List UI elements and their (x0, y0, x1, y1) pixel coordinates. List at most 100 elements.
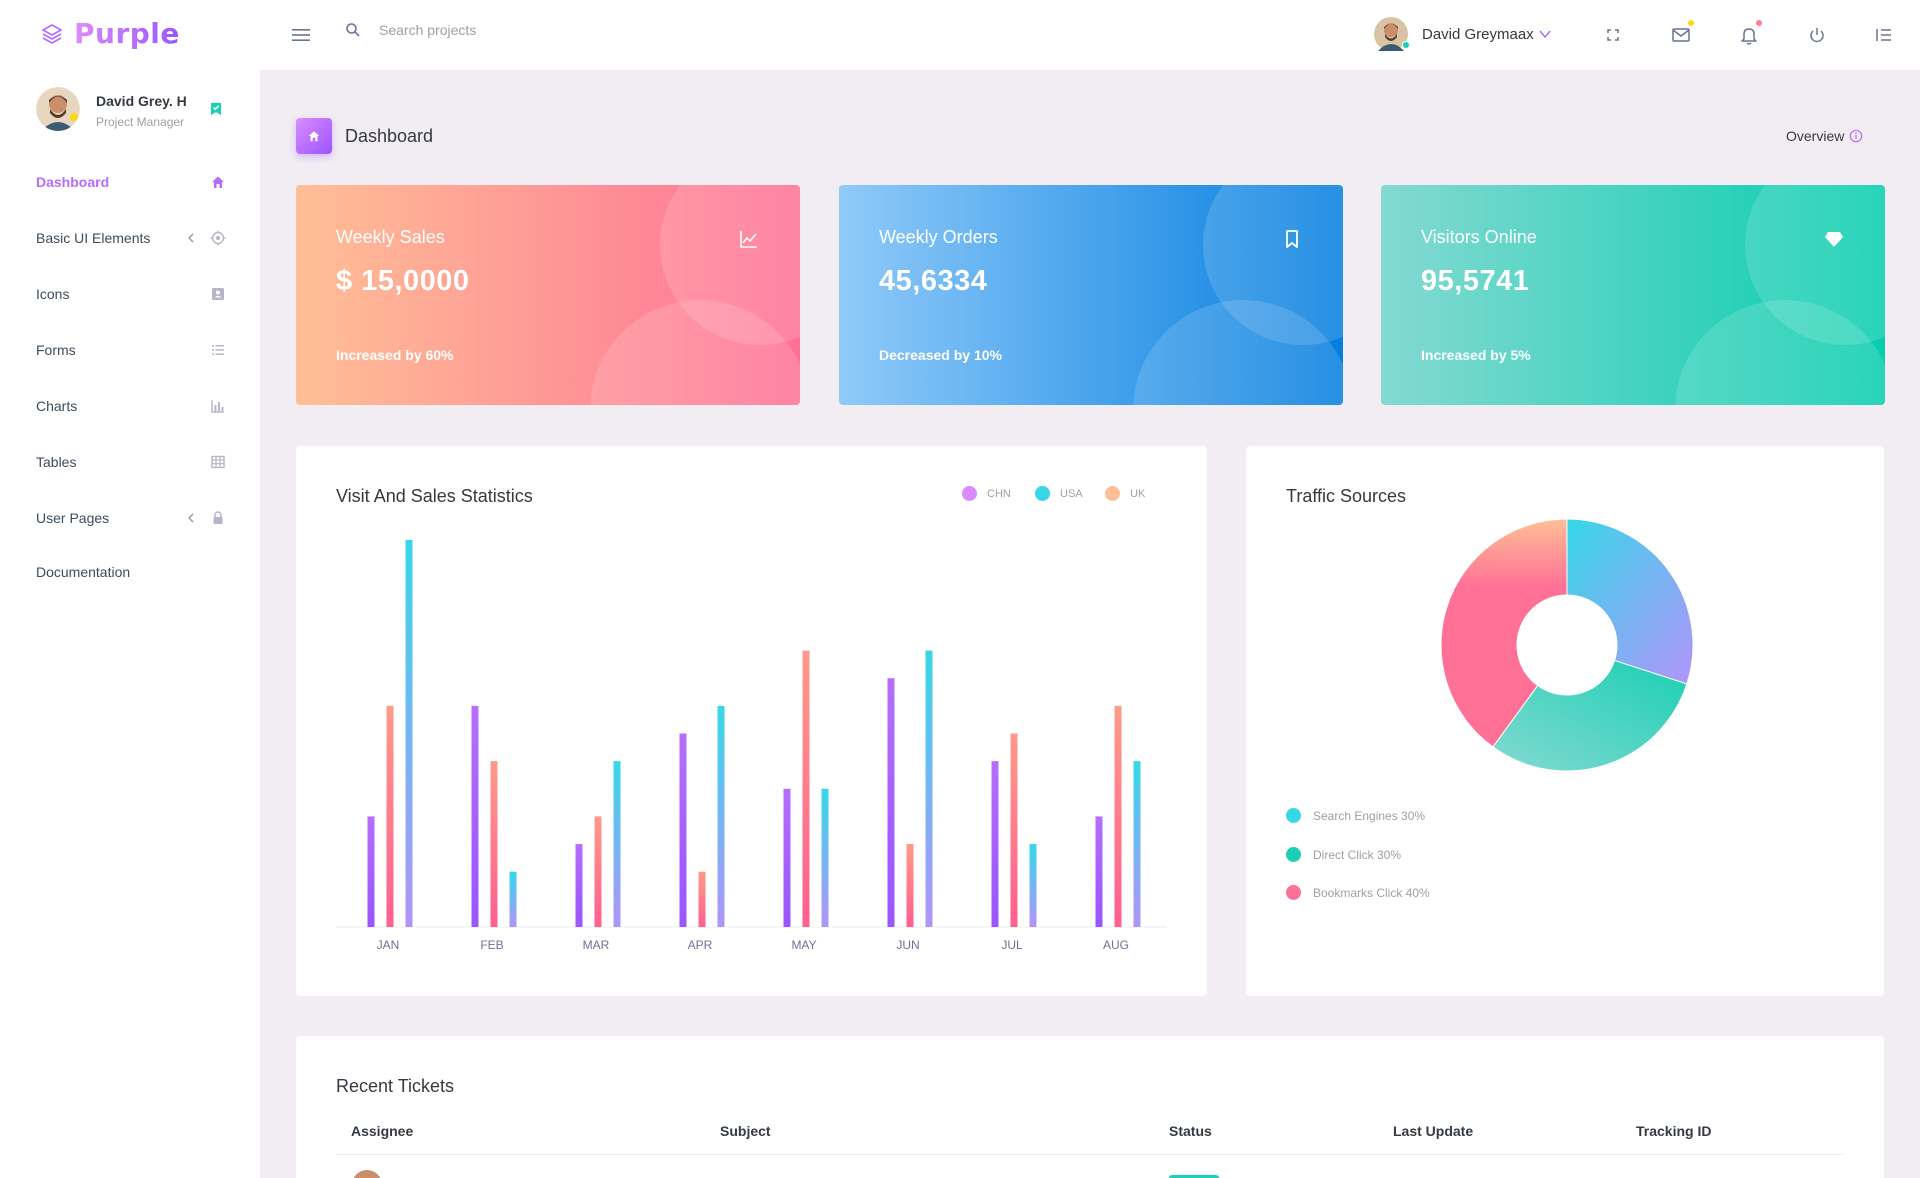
sidebar-item-documentation[interactable]: Documentation (36, 560, 226, 584)
bar-usa-feb (490, 761, 498, 927)
notifications-button[interactable] (1738, 20, 1762, 46)
chart-line-icon (740, 231, 757, 248)
sidebar-item-icons[interactable]: Icons (36, 282, 226, 306)
stat-subtitle: Decreased by 10% (879, 347, 1002, 363)
avatar (1374, 17, 1410, 51)
sidebar-profile-name: David Grey. H (96, 93, 187, 109)
bar-uk-feb (509, 871, 517, 927)
table-header-tracking-id[interactable]: Tracking ID (1636, 1123, 1712, 1139)
sidebar-item-label: Forms (36, 342, 76, 358)
mail-icon (1672, 28, 1690, 42)
table-header-subject[interactable]: Subject (720, 1123, 771, 1139)
info-icon (1850, 129, 1863, 143)
status-badge (1169, 1175, 1219, 1178)
legend-label: USA (1060, 487, 1083, 500)
legend-swatch (1035, 486, 1050, 501)
fullscreen-icon[interactable] (1602, 24, 1624, 46)
bell-icon (1741, 28, 1757, 45)
stat-subtitle: Increased by 60% (336, 347, 454, 363)
bookmark-icon (1286, 230, 1298, 248)
hamburger-menu-icon[interactable] (290, 24, 312, 46)
legend-label: Search Engines 30% (1313, 808, 1426, 823)
bar-usa-mar (594, 816, 602, 927)
traffic-sources-donut-chart (1440, 518, 1694, 772)
bar-usa-jul (1010, 733, 1018, 927)
bar-usa-aug (1114, 705, 1122, 927)
stat-subtitle: Increased by 5% (1421, 347, 1531, 363)
sidebar-item-label: Charts (36, 398, 78, 414)
brand-logo[interactable]: Purple (40, 17, 180, 50)
bar-chn-aug (1095, 816, 1103, 927)
search-input[interactable] (379, 22, 679, 38)
x-tick-label: MAY (791, 938, 816, 952)
power-icon[interactable] (1806, 24, 1828, 46)
format-list-icon (212, 345, 224, 355)
visitors-online-card: Visitors Online 95,5741 Increased by 5% (1381, 185, 1885, 405)
top-navbar: Purple David Greymaax (0, 0, 1920, 70)
sidebar-item-label: Basic UI Elements (36, 230, 151, 246)
chevron-left-icon (188, 513, 194, 523)
sidebar-item-forms[interactable]: Forms (36, 338, 226, 362)
sidebar-item-label: User Pages (36, 510, 110, 526)
card-title: Traffic Sources (1286, 486, 1407, 506)
navbar-profile-dropdown[interactable]: David Greymaax (1374, 17, 1552, 51)
legend-label: UK (1130, 487, 1146, 500)
page-title-icon (296, 118, 332, 154)
visit-sales-card: Visit And Sales Statistics (296, 446, 1207, 996)
visit-sales-bar-chart: JAN FEB MAR APR MAY JUN JUL AUG (336, 540, 1166, 952)
sidebar-item-user-pages[interactable]: User Pages (36, 506, 226, 530)
overview-link[interactable]: Overview (1786, 128, 1863, 144)
stat-title: Visitors Online (1421, 227, 1537, 247)
sidebar-item-label: Documentation (36, 564, 131, 580)
bar-chn-mar (575, 844, 583, 927)
bar-uk-apr (717, 705, 725, 927)
sidebar-item-label: Icons (36, 286, 70, 302)
traffic-legend-item: Direct Click 30% (1286, 847, 1401, 862)
legend-swatch (1286, 847, 1301, 862)
online-status-dot (1402, 41, 1410, 49)
legend-item-chn: CHN (962, 486, 1011, 501)
search-icon (346, 23, 360, 37)
home-icon (308, 131, 320, 142)
sidebar-item-tables[interactable]: Tables (36, 450, 226, 474)
bar-usa-jan (386, 705, 394, 927)
bar-uk-jan (405, 540, 413, 927)
sidebar-item-dashboard[interactable]: Dashboard (36, 170, 226, 194)
legend-label: CHN (987, 487, 1011, 500)
mail-button[interactable] (1670, 20, 1694, 46)
bar-chn-apr (679, 733, 687, 927)
bar-chn-jul (991, 761, 999, 927)
chevron-down-icon (1539, 30, 1551, 39)
sidebar-item-basic-ui-elements[interactable]: Basic UI Elements (36, 226, 226, 250)
table-header-last-update[interactable]: Last Update (1393, 1123, 1474, 1139)
x-tick-label: JUN (896, 938, 919, 952)
navbar-user-name: David Greymaax (1422, 25, 1534, 43)
sidebar-item-charts[interactable]: Charts (36, 394, 226, 418)
sidebar-profile[interactable]: David Grey. H Project Manager (36, 87, 236, 131)
bar-uk-jun (925, 650, 933, 927)
crosshairs-icon (210, 230, 226, 246)
legend-item-uk: UK (1105, 486, 1145, 501)
lock-icon (213, 511, 223, 524)
legend-swatch (1286, 885, 1301, 900)
brand-name: Purple (74, 17, 180, 50)
donut-slice-search-engines (1566, 518, 1694, 685)
avatar (352, 1170, 382, 1178)
table-header-status[interactable]: Status (1169, 1123, 1212, 1139)
traffic-legend-item: Bookmarks Click 40% (1286, 885, 1430, 900)
x-tick-label: JAN (377, 938, 400, 952)
overview-label: Overview (1786, 128, 1845, 144)
menu-right-icon[interactable] (1873, 24, 1895, 46)
bar-usa-may (802, 650, 810, 927)
avatar (36, 87, 80, 131)
bar-uk-aug (1133, 761, 1141, 927)
bar-chn-jan (367, 816, 375, 927)
weekly-sales-card: Weekly Sales $ 15,0000 Increased by 60% (296, 185, 800, 405)
stat-title: Weekly Orders (879, 227, 998, 247)
contacts-icon (212, 288, 224, 300)
table-header-assignee[interactable]: Assignee (351, 1123, 414, 1139)
sidebar-item-label: Tables (36, 454, 77, 470)
donut-slice-bookmarks-click (1440, 518, 1568, 748)
bookmark-check-icon (211, 103, 221, 115)
bar-usa-apr (698, 871, 706, 927)
